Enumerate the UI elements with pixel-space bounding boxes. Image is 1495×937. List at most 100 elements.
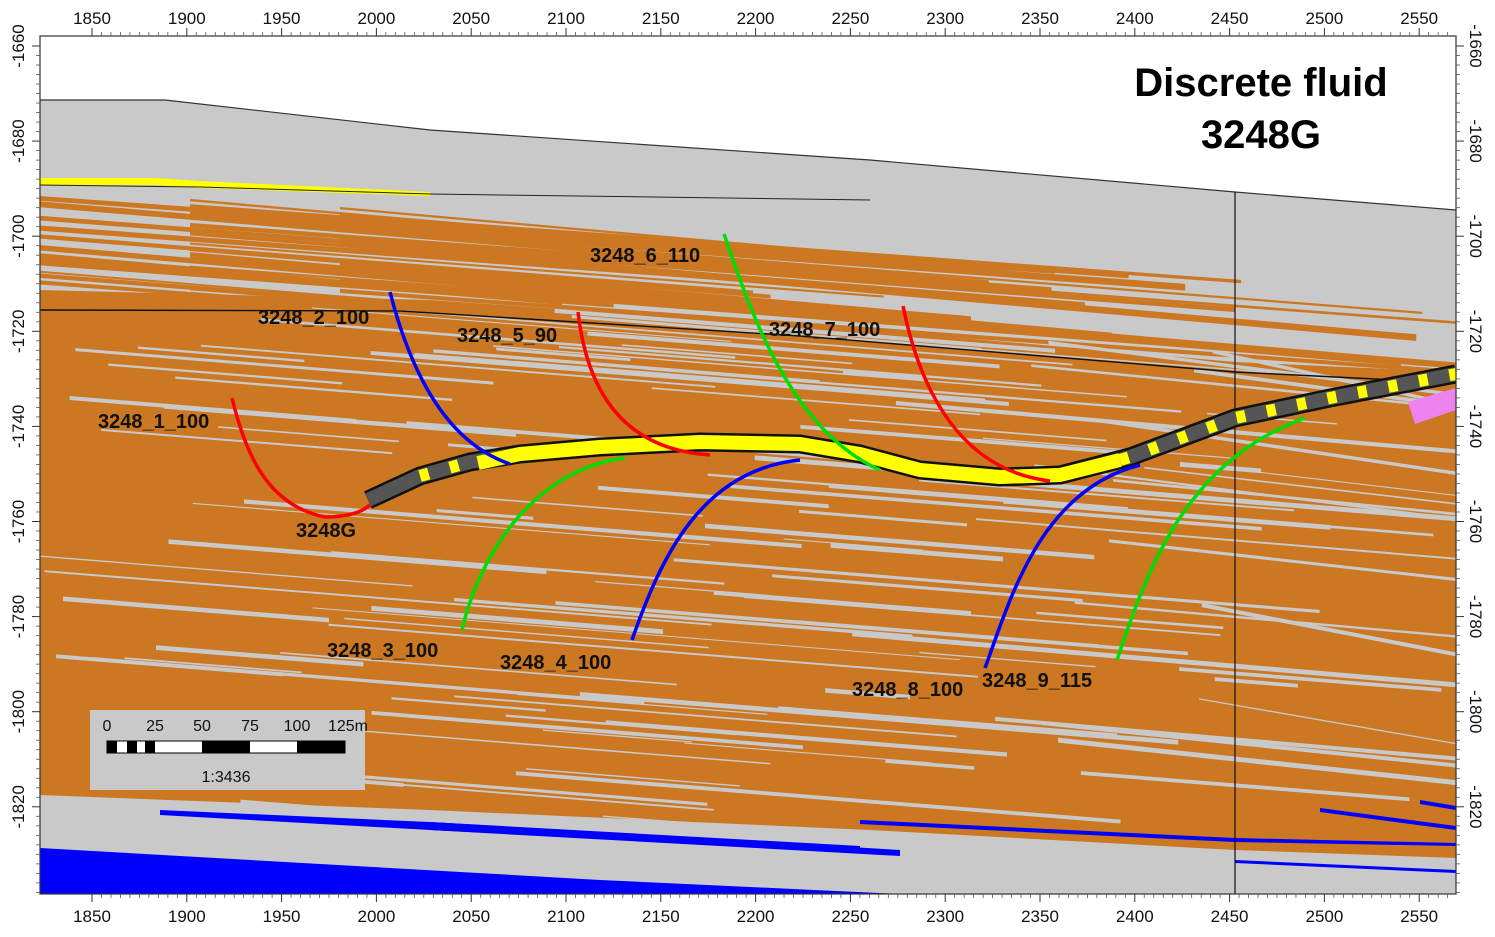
y-tick-label-right: -1800 [1466, 690, 1485, 733]
shale-streak [1201, 603, 1456, 657]
well-path-3248_8_100 [983, 463, 1141, 669]
well-path-3248_1_100 [230, 397, 372, 519]
x-tick-label: 2150 [642, 9, 680, 28]
shale-streak [555, 601, 1188, 656]
water-layer [1235, 860, 1456, 873]
pink-segment [1408, 388, 1456, 424]
shale-streak [63, 596, 329, 623]
water-layer [1420, 800, 1456, 810]
sand-layer [340, 277, 1456, 369]
well-paths [230, 233, 1306, 669]
well-label-3248_1_100: 3248_1_100 [98, 411, 209, 433]
shale-streak [1108, 539, 1456, 581]
shale-streak [525, 768, 740, 787]
shale-streak [401, 783, 714, 811]
scale-label-0: 0 [103, 718, 112, 735]
axis-bottom: 1850 1900 1950 2000 2050 2100 2150 2200 2250 2300… [73, 894, 1449, 926]
shale-streak [1199, 698, 1456, 745]
sand-layer [340, 237, 1456, 324]
shale-streak [75, 348, 494, 385]
shale-streak [707, 473, 1128, 510]
x-tick-label: 2350 [1021, 9, 1059, 28]
x-tick-label: 2200 [737, 907, 775, 926]
shale-streak [1179, 667, 1442, 692]
water-layers [40, 800, 1456, 894]
well-path-3248_6_110 [722, 233, 881, 472]
shale-streak [995, 716, 1456, 761]
well-path-3248_2_100 [388, 291, 511, 466]
sand-layer [190, 242, 884, 298]
well-path-3248_7_100 [901, 305, 1051, 483]
shale-streak [91, 657, 645, 705]
sand-layer [340, 218, 1055, 274]
sand-layer [190, 210, 1186, 291]
shale-streak [433, 349, 820, 384]
x-tick-label: 2350 [1021, 907, 1059, 926]
shale-streak [829, 485, 1434, 537]
shale-streak [218, 426, 399, 443]
x-tick-label: 1950 [263, 9, 301, 28]
shale-streak [1034, 464, 1456, 521]
shale-streak [621, 344, 853, 365]
section-plot-area: 3248_1_100 3248_2_100 3248_3_100 3248_4_… [40, 50, 1456, 894]
title-line-1: Discrete fluid [1134, 61, 1387, 105]
shale-streak [885, 759, 975, 770]
well-path-3248_3_100 [460, 456, 626, 631]
marker-horizon [40, 309, 1456, 384]
scale-ratio: 1:3436 [202, 769, 251, 786]
axis-left: -1660 -1680 -1700 -1720 -1740 -1760 -1780 -1800… [9, 24, 40, 893]
y-tick-label-right: -1820 [1466, 785, 1485, 828]
shale-streak [371, 710, 803, 750]
shale-streak [651, 387, 980, 416]
well-label-3248_3_100: 3248_3_100 [327, 640, 438, 662]
x-tick-label: 2000 [357, 907, 395, 926]
shale-streak [852, 631, 1456, 688]
title-line-2: 3248G [1201, 113, 1321, 157]
shale-streak [168, 539, 547, 575]
shale-streak [454, 597, 913, 638]
y-tick-label-right: -1680 [1466, 119, 1485, 162]
well-label-3248G: 3248G [296, 520, 356, 542]
well-label-3248_4_100: 3248_4_100 [500, 652, 611, 674]
well-label-3248_9_115: 3248_9_115 [982, 670, 1092, 692]
y-tick-label-right: -1720 [1466, 310, 1485, 353]
shale-streak [1017, 480, 1456, 522]
shale-streak [554, 308, 1056, 353]
title-box [1100, 50, 1430, 160]
scale-label-75: 75 [241, 718, 259, 735]
y-tick-label-left: -1720 [9, 310, 28, 353]
x-tick-label: 1900 [168, 907, 206, 926]
x-tick-label: 1850 [73, 9, 111, 28]
x-tick-label: 2250 [831, 9, 869, 28]
shale-streak [370, 350, 1009, 406]
shale-streak [393, 309, 1073, 366]
well-label-3248_5_90: 3248_5_90 [457, 325, 557, 347]
well-label-3248_8_100: 3248_8_100 [852, 679, 963, 701]
shale-streak [200, 344, 716, 388]
x-tick-label: 2150 [642, 907, 680, 926]
x-tick-label: 2550 [1400, 907, 1438, 926]
y-tick-label-right: -1780 [1466, 595, 1485, 638]
shale-streak [605, 720, 1008, 757]
x-tick-label: 1900 [168, 9, 206, 28]
shale-streak [842, 369, 925, 381]
y-tick-label-right: -1740 [1466, 405, 1485, 448]
shale-streak [778, 706, 1118, 736]
sand-layer [190, 247, 771, 299]
sand-layer [340, 227, 1423, 314]
shale-streak [895, 400, 1456, 454]
water-layer [1320, 808, 1456, 830]
sand-layer [40, 259, 614, 308]
x-tick-label: 2450 [1211, 907, 1249, 926]
well-labels: 3248_1_100 3248_2_100 3248_3_100 3248_4_… [98, 245, 1092, 701]
x-tick-label: 1950 [263, 907, 301, 926]
shale-streak [918, 479, 1295, 512]
sand-layer [340, 213, 1242, 284]
axis-top: 1850 1900 1950 2000 2050 2100 2150 2200 2250 2300… [73, 9, 1449, 36]
water-layer [430, 822, 860, 852]
x-tick-label: 2100 [547, 9, 585, 28]
shale-streak [493, 345, 1127, 398]
well-label-3248_2_100: 3248_2_100 [258, 307, 369, 329]
